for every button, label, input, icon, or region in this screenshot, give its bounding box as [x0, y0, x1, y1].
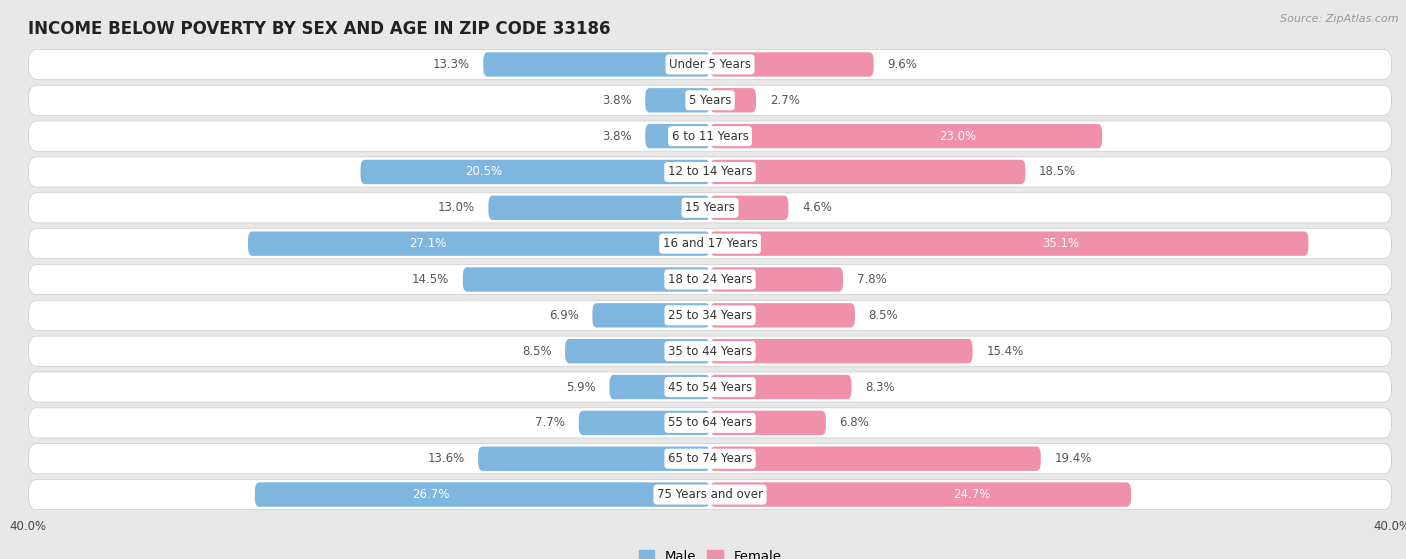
FancyBboxPatch shape — [28, 49, 1392, 79]
FancyBboxPatch shape — [710, 411, 825, 435]
FancyBboxPatch shape — [28, 408, 1392, 438]
FancyBboxPatch shape — [28, 264, 1392, 295]
FancyBboxPatch shape — [28, 300, 1392, 330]
FancyBboxPatch shape — [478, 447, 710, 471]
FancyBboxPatch shape — [592, 303, 710, 328]
Text: 15.4%: 15.4% — [986, 345, 1024, 358]
FancyBboxPatch shape — [645, 124, 710, 148]
Text: 18 to 24 Years: 18 to 24 Years — [668, 273, 752, 286]
FancyBboxPatch shape — [710, 267, 844, 292]
FancyBboxPatch shape — [710, 124, 1102, 148]
FancyBboxPatch shape — [488, 196, 710, 220]
Text: 3.8%: 3.8% — [602, 94, 631, 107]
FancyBboxPatch shape — [360, 160, 710, 184]
FancyBboxPatch shape — [28, 480, 1392, 510]
FancyBboxPatch shape — [254, 482, 710, 507]
FancyBboxPatch shape — [247, 231, 710, 256]
Text: 7.7%: 7.7% — [536, 416, 565, 429]
Text: 8.5%: 8.5% — [522, 345, 551, 358]
FancyBboxPatch shape — [28, 157, 1392, 187]
Text: 6 to 11 Years: 6 to 11 Years — [672, 130, 748, 143]
FancyBboxPatch shape — [710, 482, 1130, 507]
Text: INCOME BELOW POVERTY BY SEX AND AGE IN ZIP CODE 33186: INCOME BELOW POVERTY BY SEX AND AGE IN Z… — [28, 20, 610, 37]
FancyBboxPatch shape — [579, 411, 710, 435]
FancyBboxPatch shape — [710, 231, 1309, 256]
Text: 35.1%: 35.1% — [1042, 237, 1078, 250]
FancyBboxPatch shape — [710, 339, 973, 363]
Text: 5.9%: 5.9% — [567, 381, 596, 394]
Text: 7.8%: 7.8% — [856, 273, 886, 286]
Text: 6.8%: 6.8% — [839, 416, 869, 429]
Text: Source: ZipAtlas.com: Source: ZipAtlas.com — [1281, 14, 1399, 24]
Text: 55 to 64 Years: 55 to 64 Years — [668, 416, 752, 429]
Text: Under 5 Years: Under 5 Years — [669, 58, 751, 71]
FancyBboxPatch shape — [710, 447, 1040, 471]
Text: 26.7%: 26.7% — [412, 488, 450, 501]
Text: 12 to 14 Years: 12 to 14 Years — [668, 165, 752, 178]
FancyBboxPatch shape — [484, 52, 710, 77]
FancyBboxPatch shape — [710, 88, 756, 112]
Text: 4.6%: 4.6% — [801, 201, 832, 214]
FancyBboxPatch shape — [710, 160, 1025, 184]
Text: 16 and 17 Years: 16 and 17 Years — [662, 237, 758, 250]
Text: 8.5%: 8.5% — [869, 309, 898, 322]
Text: 18.5%: 18.5% — [1039, 165, 1076, 178]
Text: 9.6%: 9.6% — [887, 58, 917, 71]
Text: 45 to 54 Years: 45 to 54 Years — [668, 381, 752, 394]
Text: 13.6%: 13.6% — [427, 452, 464, 465]
Text: 65 to 74 Years: 65 to 74 Years — [668, 452, 752, 465]
FancyBboxPatch shape — [28, 193, 1392, 223]
Text: 5 Years: 5 Years — [689, 94, 731, 107]
FancyBboxPatch shape — [28, 336, 1392, 366]
Text: 13.0%: 13.0% — [437, 201, 475, 214]
FancyBboxPatch shape — [28, 229, 1392, 259]
FancyBboxPatch shape — [463, 267, 710, 292]
Text: 35 to 44 Years: 35 to 44 Years — [668, 345, 752, 358]
Text: 3.8%: 3.8% — [602, 130, 631, 143]
Text: 23.0%: 23.0% — [939, 130, 976, 143]
FancyBboxPatch shape — [28, 372, 1392, 402]
Text: 15 Years: 15 Years — [685, 201, 735, 214]
Text: 2.7%: 2.7% — [769, 94, 800, 107]
Text: 13.3%: 13.3% — [433, 58, 470, 71]
Text: 6.9%: 6.9% — [548, 309, 579, 322]
Text: 24.7%: 24.7% — [953, 488, 990, 501]
Text: 8.3%: 8.3% — [865, 381, 894, 394]
Text: 75 Years and over: 75 Years and over — [657, 488, 763, 501]
Text: 25 to 34 Years: 25 to 34 Years — [668, 309, 752, 322]
FancyBboxPatch shape — [28, 121, 1392, 151]
Text: 20.5%: 20.5% — [465, 165, 503, 178]
Legend: Male, Female: Male, Female — [633, 545, 787, 559]
FancyBboxPatch shape — [710, 52, 873, 77]
Text: 27.1%: 27.1% — [409, 237, 447, 250]
FancyBboxPatch shape — [645, 88, 710, 112]
Text: 14.5%: 14.5% — [412, 273, 449, 286]
FancyBboxPatch shape — [710, 303, 855, 328]
FancyBboxPatch shape — [28, 85, 1392, 115]
FancyBboxPatch shape — [609, 375, 710, 399]
FancyBboxPatch shape — [565, 339, 710, 363]
FancyBboxPatch shape — [710, 375, 852, 399]
Text: 19.4%: 19.4% — [1054, 452, 1092, 465]
FancyBboxPatch shape — [28, 444, 1392, 474]
FancyBboxPatch shape — [710, 196, 789, 220]
